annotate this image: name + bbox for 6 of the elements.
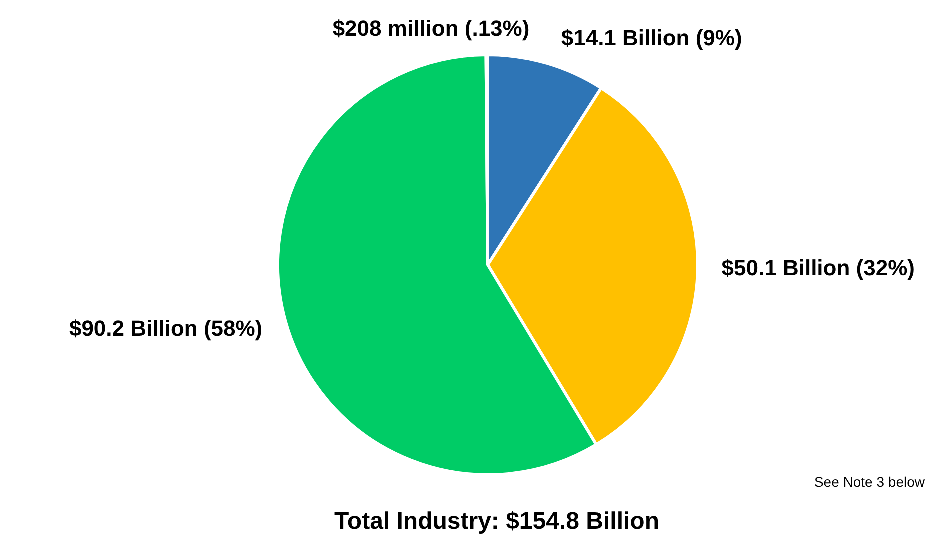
data-label: $14.1 Billion (9%) (561, 26, 742, 51)
data-label: $208 million (.13%) (332, 16, 530, 41)
data-label: $50.1 Billion (32%) (722, 255, 915, 280)
data-label: $90.2 Billion (58%) (69, 316, 263, 342)
text: Total Industry: $154.8 Billion (334, 508, 660, 535)
text: See Note 3 below (814, 474, 926, 490)
